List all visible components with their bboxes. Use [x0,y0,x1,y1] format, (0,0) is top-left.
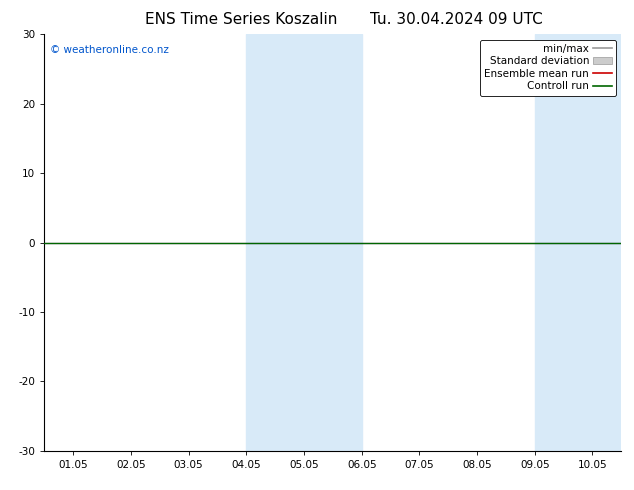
Bar [534,34,621,451]
Text: © weatheronline.co.nz: © weatheronline.co.nz [50,45,169,55]
Text: ENS Time Series Koszalin: ENS Time Series Koszalin [145,12,337,27]
Legend: min/max, Standard deviation, Ensemble mean run, Controll run: min/max, Standard deviation, Ensemble me… [480,40,616,96]
Text: Tu. 30.04.2024 09 UTC: Tu. 30.04.2024 09 UTC [370,12,543,27]
Bar [246,34,361,451]
